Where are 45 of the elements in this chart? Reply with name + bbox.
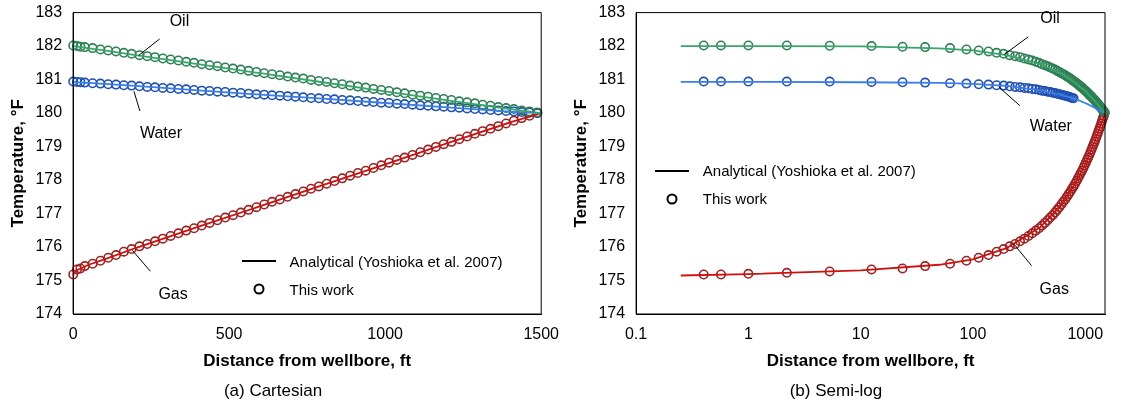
y-axis-title: Temperature, °F: [570, 99, 590, 228]
annotation: This work: [289, 280, 354, 298]
y-tick-label: 178: [598, 170, 626, 188]
annotation: This work: [702, 190, 768, 208]
y-tick-label: 181: [598, 69, 626, 87]
annotation: Water: [1029, 117, 1073, 135]
x-tick-label: 1000: [367, 325, 404, 343]
annotation: Gas: [158, 284, 188, 302]
annotation: Analytical (Yoshioka et al. 2007): [289, 252, 503, 270]
x-tick-label: 1: [743, 325, 753, 343]
y-tick-label: 174: [35, 304, 63, 322]
y-tick-label: 181: [35, 69, 63, 87]
annotation: Analytical (Yoshioka et al. 2007): [702, 162, 916, 180]
y-tick-label: 174: [598, 304, 626, 322]
y-tick-label: 182: [598, 36, 626, 54]
x-tick-label: 1000: [1067, 325, 1104, 343]
y-tick-label: 179: [35, 136, 63, 154]
y-tick-label: 175: [598, 270, 626, 288]
y-axis-title: Temperature, °F: [7, 99, 27, 228]
y-tick-label: 183: [598, 3, 626, 21]
x-tick-label: 0.1: [624, 325, 648, 343]
x-tick-label: 500: [215, 325, 243, 343]
x-tick-label: 1500: [523, 325, 560, 343]
x-axis-title: Distance from wellbore, ft: [203, 351, 412, 371]
x-tick-label: 10: [851, 325, 870, 343]
y-tick-label: 179: [598, 136, 626, 154]
y-tick-label: 180: [35, 103, 63, 121]
y-tick-label: 182: [35, 36, 63, 54]
y-tick-label: 177: [35, 203, 63, 221]
y-tick-label: 176: [35, 237, 63, 255]
x-tick-label: 100: [959, 325, 987, 343]
annotation: Oil: [1040, 8, 1060, 26]
x-tick-label: 0: [68, 325, 78, 343]
text: (a) Cartesian: [223, 381, 323, 401]
y-tick-label: 175: [35, 270, 63, 288]
annotation: Gas: [1039, 280, 1069, 298]
text: (b) Semi-log: [789, 381, 883, 401]
y-tick-label: 183: [35, 3, 63, 21]
y-tick-label: 180: [598, 103, 626, 121]
y-tick-label: 177: [598, 203, 626, 221]
x-axis-title: Distance from wellbore, ft: [766, 351, 975, 371]
y-tick-label: 176: [598, 237, 626, 255]
annotation: Water: [139, 123, 183, 141]
annotation: Oil: [169, 11, 190, 29]
y-tick-label: 178: [35, 170, 63, 188]
